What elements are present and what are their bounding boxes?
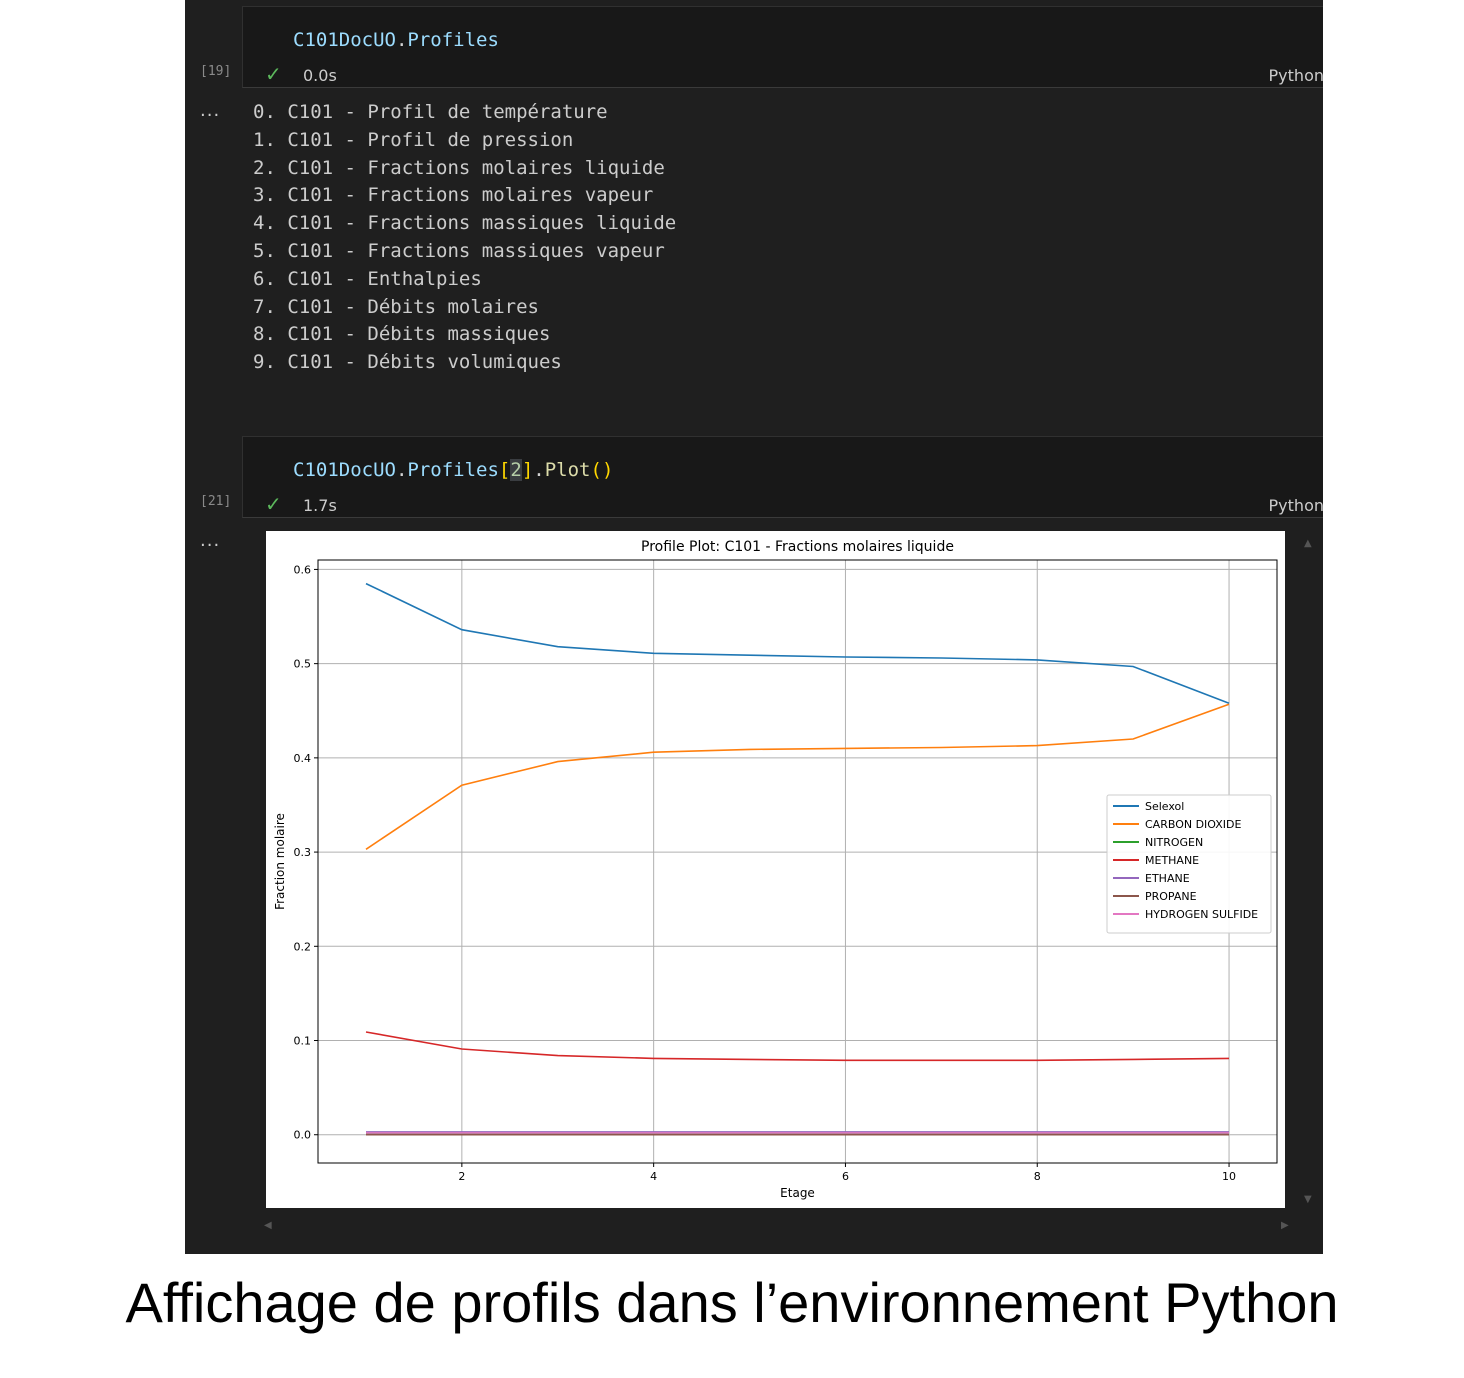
scroll-left-icon[interactable]: ◀ [264, 1220, 272, 1231]
output-line: 6. C101 - Enthalpies [253, 267, 482, 290]
check-icon: ✓ [265, 492, 282, 516]
output-menu-icon[interactable]: ... [200, 100, 221, 121]
output-line: 0. C101 - Profil de température [253, 101, 608, 123]
notebook-view: C101DocUO.Profiles ✓ 0.0s Python [19] ..… [185, 0, 1323, 1254]
code-parens: () [590, 459, 614, 481]
y-tick-label: 0.3 [294, 846, 312, 859]
chart-title: Profile Plot: C101 - Fractions molaires … [641, 539, 954, 555]
output-line: 8. C101 - Débits massiques [253, 323, 551, 346]
profiles-output-list: 0. C101 - Profil de température 1. C101 … [253, 98, 676, 376]
scroll-up-icon[interactable]: ▲ [1304, 538, 1312, 549]
output-line: 7. C101 - Débits molaires [253, 295, 539, 318]
y-tick-label: 0.2 [294, 940, 312, 953]
plot-frame [317, 559, 1278, 1164]
kernel-label[interactable]: Python [1268, 496, 1323, 515]
x-tick-label: 8 [1034, 1170, 1041, 1183]
code-line[interactable]: C101DocUO.Profiles [293, 29, 499, 51]
code-index: 2 [510, 459, 522, 481]
figure-caption: Affichage de profils dans l’environnemen… [125, 1271, 1339, 1334]
x-tick-label: 10 [1222, 1170, 1236, 1183]
output-line: 5. C101 - Fractions massiques vapeur [253, 239, 665, 262]
legend-label: METHANE [1145, 854, 1199, 867]
legend-label: ETHANE [1145, 872, 1190, 885]
check-icon: ✓ [265, 62, 282, 86]
y-axis-label: Fraction molaire [273, 813, 287, 910]
legend-label: PROPANE [1145, 890, 1197, 903]
execution-count: [19] [200, 64, 232, 79]
legend-label: CARBON DIOXIDE [1145, 818, 1242, 831]
code-cell-1[interactable]: C101DocUO.Profiles ✓ 0.0s Python [242, 6, 1323, 88]
output-line: 9. C101 - Débits volumiques [253, 351, 562, 374]
code-object: C101DocUO [293, 29, 396, 51]
output-line: 3. C101 - Fractions molaires vapeur [253, 184, 654, 207]
code-property: Profiles [407, 459, 499, 481]
plot-output: 2 4 6 8 10 0.0 0.1 0.2 0.3 0.4 0.5 0.6 Profile Plot:… [266, 531, 1285, 1208]
series-line-carbon-dioxide [365, 703, 1230, 850]
series-line-selexol [365, 582, 1230, 704]
code-cell-2[interactable]: C101DocUO.Profiles[2].Plot() ✓ 1.7s Pyth… [242, 436, 1323, 518]
code-line[interactable]: C101DocUO.Profiles[2].Plot() [293, 459, 613, 481]
code-dot: . [395, 29, 408, 51]
y-tick-label: 0.4 [294, 752, 312, 765]
output-menu-icon[interactable]: ... [200, 530, 221, 551]
x-tick-label: 4 [650, 1170, 657, 1183]
series-line-methane [365, 1031, 1230, 1062]
scroll-right-icon[interactable]: ▶ [1281, 1220, 1289, 1231]
code-object: C101DocUO [293, 459, 396, 481]
y-tick-label: 0.0 [294, 1129, 312, 1142]
x-tick-label: 6 [842, 1170, 849, 1183]
code-close-bracket: ] [521, 459, 534, 481]
output-line: 4. C101 - Fractions massiques liquide [253, 212, 677, 235]
code-dot: . [395, 459, 408, 481]
output-line: 2. C101 - Fractions molaires liquide [253, 156, 665, 179]
scroll-down-icon[interactable]: ▼ [1304, 1194, 1312, 1205]
y-tick-label: 0.5 [294, 658, 312, 671]
code-dot: . [533, 459, 545, 481]
output-line: 1. C101 - Profil de pression [253, 128, 574, 151]
code-open-bracket: [ [498, 459, 511, 481]
execution-count: [21] [200, 494, 232, 509]
code-property: Profiles [407, 29, 499, 51]
y-tick-label: 0.6 [294, 563, 312, 576]
kernel-label[interactable]: Python [1268, 66, 1323, 85]
legend-label: HYDROGEN SULFIDE [1145, 908, 1258, 921]
legend-label: Selexol [1145, 800, 1184, 813]
execution-time: 1.7s [303, 496, 337, 515]
code-method: Plot [544, 459, 591, 481]
legend-label: NITROGEN [1145, 836, 1203, 849]
line-chart: 2 4 6 8 10 0.0 0.1 0.2 0.3 0.4 0.5 0.6 Profile Plot:… [273, 539, 1278, 1200]
y-tick-label: 0.1 [294, 1035, 312, 1048]
execution-time: 0.0s [303, 66, 337, 85]
x-tick-label: 2 [458, 1170, 465, 1183]
x-axis-label: Etage [780, 1186, 815, 1200]
legend-box [1106, 794, 1272, 934]
